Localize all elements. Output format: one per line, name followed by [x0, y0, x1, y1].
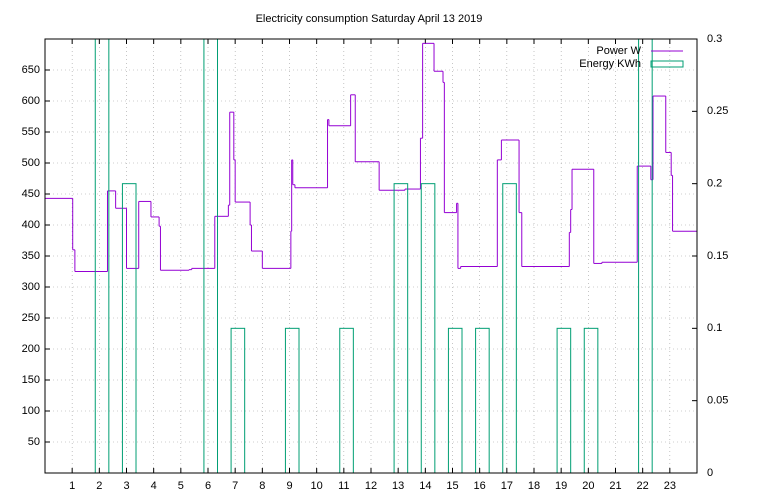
x-tick-label: 12 — [365, 480, 377, 492]
y2-tick-label: 0.1 — [707, 322, 722, 334]
x-tick-label: 9 — [286, 480, 292, 492]
y-tick-label: 600 — [22, 95, 40, 107]
x-tick-label: 22 — [637, 480, 649, 492]
x-tick-label: 11 — [338, 480, 349, 492]
x-tick-label: 7 — [232, 480, 238, 492]
x-tick-label: 5 — [178, 480, 184, 492]
chart-title: Electricity consumption Saturday April 1… — [256, 13, 483, 25]
x-tick-label: 21 — [609, 480, 621, 492]
x-tick-label: 1 — [69, 480, 75, 492]
x-tick-label: 15 — [446, 480, 458, 492]
energy-box — [393, 183, 409, 473]
y-tick-label: 300 — [22, 281, 40, 293]
y-tick-label: 100 — [22, 405, 40, 417]
energy-box — [94, 39, 110, 473]
legend-swatch — [650, 60, 684, 68]
y-tick-label: 350 — [22, 250, 40, 262]
legend-label: Power W — [596, 45, 641, 57]
y2-tick-label: 0.3 — [707, 33, 722, 45]
x-tick-label: 17 — [501, 480, 513, 492]
energy-box — [203, 39, 219, 473]
energy-box — [121, 183, 137, 473]
y2-tick-label: 0.25 — [707, 105, 728, 117]
x-tick-label: 2 — [96, 480, 102, 492]
y-tick-label: 650 — [22, 64, 40, 76]
x-tick-label: 16 — [474, 480, 486, 492]
y-tick-label: 550 — [22, 126, 40, 138]
energy-box — [475, 327, 490, 473]
energy-box — [638, 39, 653, 473]
plot-frame — [44, 38, 698, 474]
x-tick-label: 19 — [555, 480, 567, 492]
energy-box — [284, 327, 300, 473]
energy-box — [583, 327, 599, 473]
energy-box — [420, 183, 436, 473]
x-tick-label: 18 — [528, 480, 540, 492]
y2-tick-label: 0.2 — [707, 178, 722, 190]
plot-area — [45, 39, 697, 473]
energy-box — [230, 327, 246, 473]
energy-box — [339, 327, 354, 473]
x-tick-label: 6 — [205, 480, 211, 492]
y-tick-label: 250 — [22, 312, 40, 324]
y-tick-label: 50 — [28, 436, 40, 448]
y-tick-label: 450 — [22, 188, 40, 200]
x-tick-label: 14 — [419, 480, 431, 492]
energy-box — [447, 327, 463, 473]
legend-label: Energy KWh — [579, 58, 641, 70]
x-tick-label: 23 — [664, 480, 676, 492]
energy-box — [502, 183, 517, 473]
y-tick-label: 400 — [22, 219, 40, 231]
x-tick-label: 4 — [151, 480, 157, 492]
y-tick-label: 200 — [22, 343, 40, 355]
y-tick-label: 500 — [22, 157, 40, 169]
x-tick-label: 3 — [123, 480, 129, 492]
x-tick-label: 10 — [311, 480, 323, 492]
energy-box — [556, 327, 572, 473]
x-tick-label: 8 — [259, 480, 265, 492]
y2-tick-label: 0 — [707, 467, 713, 479]
y-tick-label: 150 — [22, 374, 40, 386]
x-tick-label: 13 — [392, 480, 404, 492]
x-tick-label: 20 — [582, 480, 594, 492]
y2-tick-label: 0.05 — [707, 395, 728, 407]
y2-tick-label: 0.15 — [707, 250, 728, 262]
